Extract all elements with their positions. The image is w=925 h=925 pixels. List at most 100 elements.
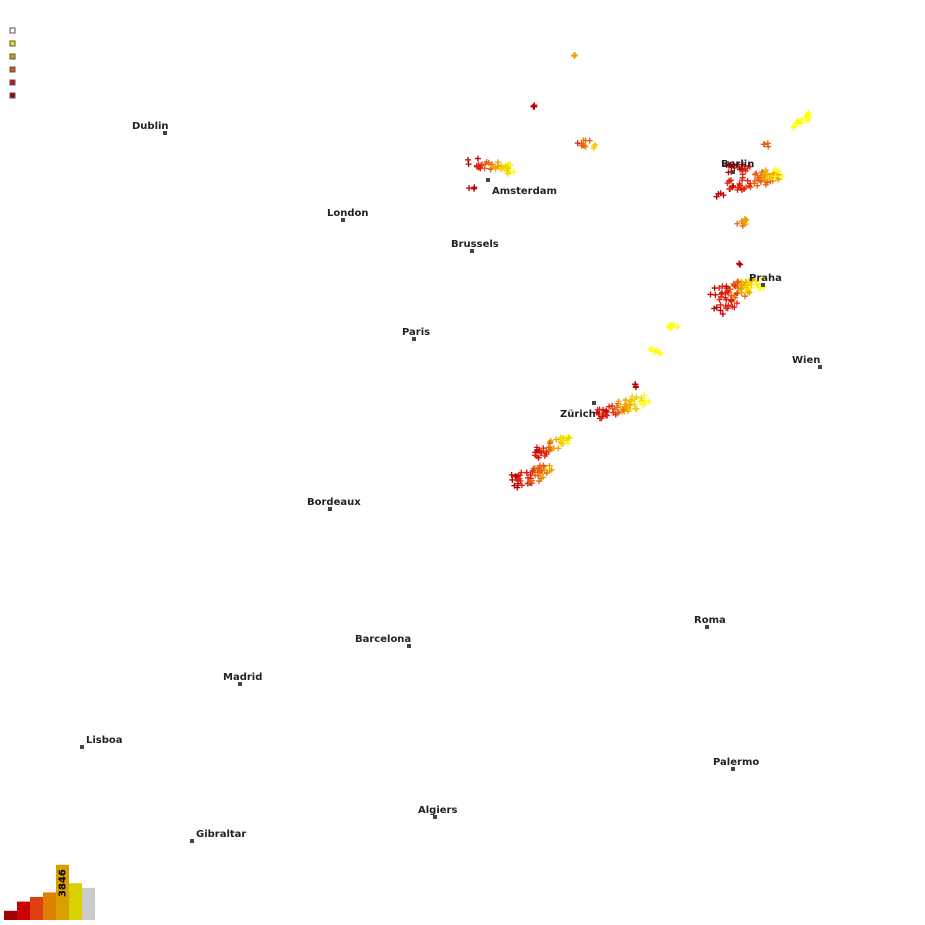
- city-label-zrich: Zürich: [560, 409, 596, 420]
- lightning-strike: [518, 482, 525, 489]
- lightning-strike: [558, 440, 565, 447]
- lightning-strike: [739, 161, 746, 168]
- lightning-strike: [538, 467, 545, 474]
- lightning-strike: [656, 349, 663, 356]
- lightning-strike: [744, 165, 751, 172]
- lightning-strike: [776, 168, 783, 175]
- lightning-strike: [742, 279, 749, 286]
- lightning-strike: [532, 472, 539, 479]
- lightning-strike: [757, 286, 764, 293]
- lightning-strike: [538, 450, 545, 457]
- city-label-praha: Praha: [749, 273, 782, 284]
- city-marker-praha: [761, 283, 765, 287]
- lightning-strike: [762, 171, 769, 178]
- lightning-strike: [743, 285, 750, 292]
- lightning-strike: [674, 323, 681, 330]
- lightning-strike: [711, 285, 718, 292]
- lightning-strike: [617, 403, 624, 410]
- lightning-strike: [555, 445, 562, 452]
- lightning-strike: [759, 275, 766, 282]
- lightning-strike: [611, 406, 618, 413]
- city-marker-palermo: [731, 767, 735, 771]
- histogram-bar: [4, 910, 17, 920]
- city-label-algiers: Algiers: [418, 805, 457, 816]
- lightning-strike: [711, 305, 718, 312]
- lightning-strike: [541, 466, 548, 473]
- lightning-strike: [642, 398, 649, 405]
- lightning-strike: [739, 171, 746, 178]
- lightning-strike: [571, 53, 578, 60]
- lightning-strike: [598, 415, 605, 422]
- lightning-strike: [514, 476, 521, 483]
- lightning-strike: [741, 186, 748, 193]
- lightning-strike: [476, 163, 483, 170]
- lightning-strike: [736, 166, 743, 173]
- lightning-strike: [772, 166, 779, 173]
- lightning-strike: [533, 446, 540, 453]
- city-marker-zrich: [592, 401, 596, 405]
- lightning-strike: [530, 103, 537, 110]
- lightning-strike: [798, 116, 805, 123]
- city-marker-berlin: [731, 170, 735, 174]
- lightning-strike: [727, 286, 734, 293]
- city-marker-dublin: [163, 131, 167, 135]
- lightning-strike: [560, 434, 567, 441]
- lightning-strike: [474, 155, 481, 162]
- lightning-strike: [751, 180, 758, 187]
- city-markers: Dublin London Amsterdam Brussels Berlin Praha…: [80, 121, 822, 843]
- lightning-strike: [738, 281, 745, 288]
- lightning-strike: [546, 468, 553, 475]
- lightning-strike: [528, 477, 535, 484]
- histogram-bar: [56, 864, 69, 920]
- histogram-bar: [69, 883, 82, 920]
- lightning-strike: [723, 283, 730, 290]
- histogram-bar: [30, 897, 43, 920]
- lightning-strike: [465, 161, 472, 168]
- lightning-strike: [531, 102, 538, 109]
- lightning-strike: [546, 446, 553, 453]
- lightning-strike: [514, 484, 521, 491]
- lightning-strike: [740, 218, 747, 225]
- lightning-strike: [546, 462, 553, 469]
- city-marker-wien: [818, 365, 822, 369]
- lightning-strike: [728, 177, 735, 184]
- lightning-strike: [794, 120, 801, 127]
- lightning-strike: [620, 406, 627, 413]
- lightning-strike: [738, 289, 745, 296]
- city-marker-algiers: [433, 815, 437, 819]
- city-label-bordeaux: Bordeaux: [307, 497, 361, 508]
- lightning-strike: [606, 403, 613, 410]
- lightning-strike: [737, 261, 744, 268]
- lightning-strike: [592, 141, 599, 148]
- lightning-strike: [668, 323, 675, 330]
- lightning-strike: [540, 474, 547, 481]
- lightning-strike: [737, 286, 744, 293]
- lightning-strike: [615, 398, 622, 405]
- lightning-strike: [736, 260, 743, 267]
- city-label-brussels: Brussels: [451, 239, 499, 250]
- lightning-strike: [730, 182, 737, 189]
- lightning-strike: [742, 293, 749, 300]
- lightning-strike: [652, 348, 659, 355]
- lightning-strike: [790, 124, 797, 131]
- lightning-strike: [707, 291, 714, 298]
- city-marker-brussels: [470, 249, 474, 253]
- lightning-strike: [759, 173, 766, 180]
- lightning-strike: [718, 291, 725, 298]
- lightning-strike: [582, 137, 589, 144]
- city-label-berlin: Berlin: [721, 159, 754, 170]
- yellow-swatch: [9, 40, 16, 47]
- lightning-strike: [760, 141, 767, 148]
- lightning-strike: [541, 452, 548, 459]
- lightning-strike: [753, 170, 760, 177]
- city-marker-gibraltar: [190, 839, 194, 843]
- lightning-strike: [734, 279, 741, 286]
- lightning-strike: [746, 289, 753, 296]
- lightning-strike: [633, 393, 640, 400]
- lightning-strike: [525, 479, 532, 486]
- lightning-strike: [483, 158, 490, 165]
- histogram-bar: [17, 901, 30, 920]
- lightning-strike: [779, 173, 786, 180]
- city-label-madrid: Madrid: [223, 672, 262, 683]
